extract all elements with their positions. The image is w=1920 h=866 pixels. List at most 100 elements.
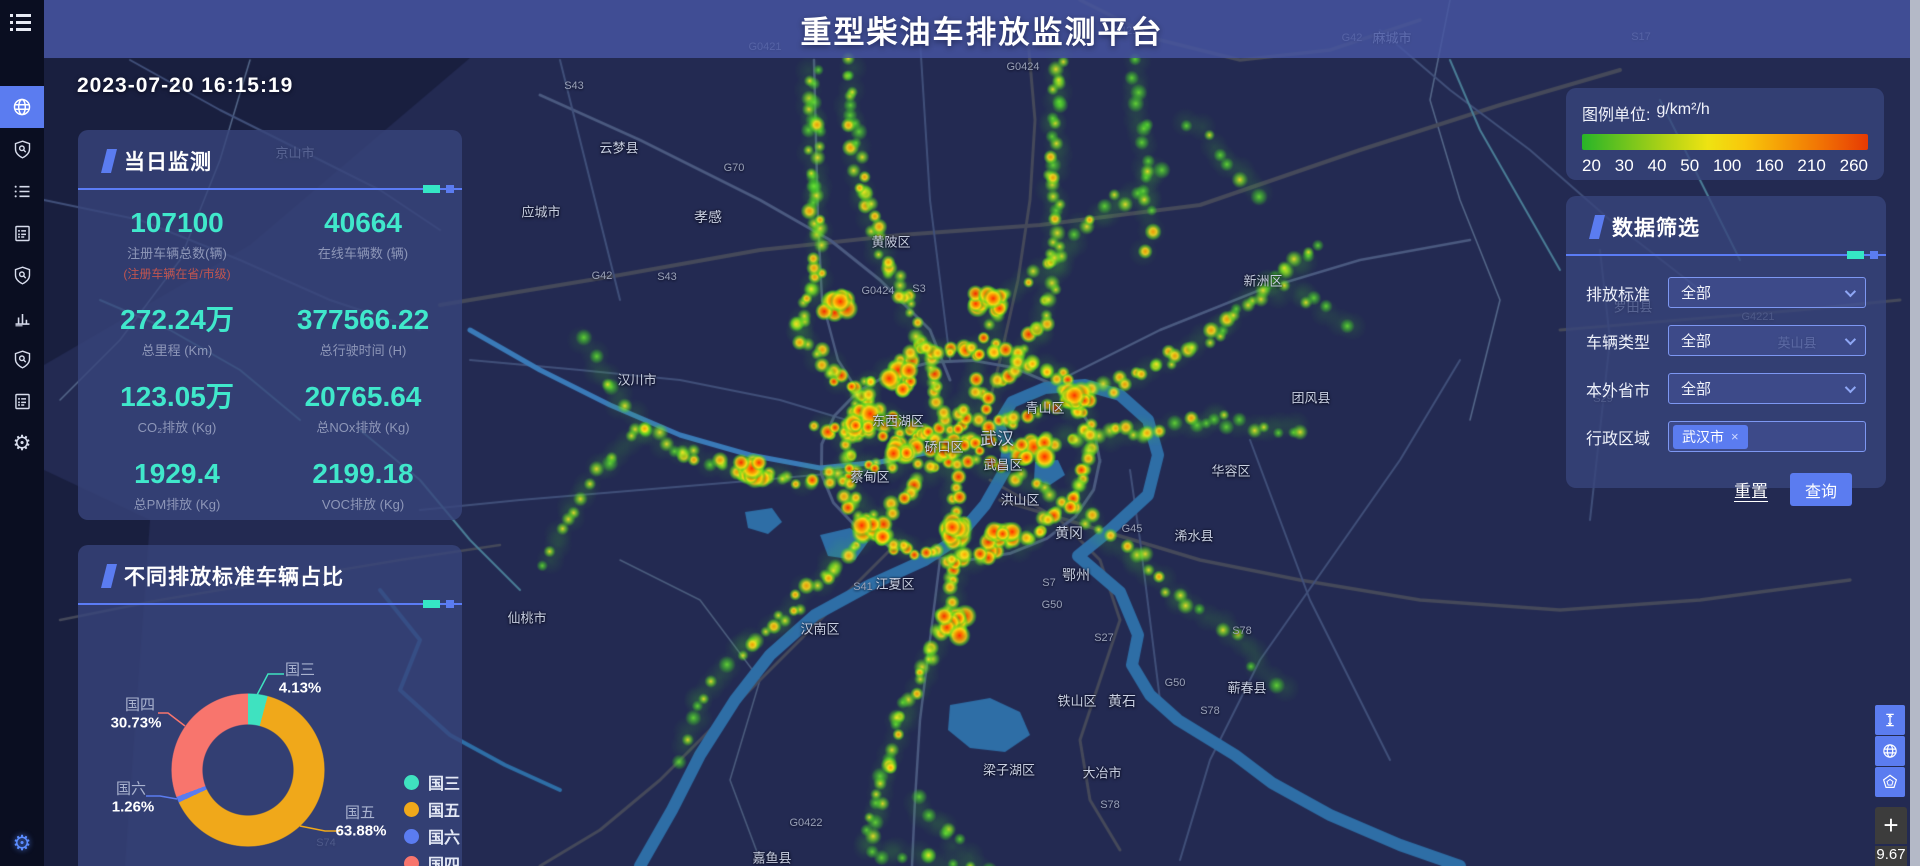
legend-tick: 160 <box>1755 156 1784 175</box>
emission-pie-panel: 不同排放标准车辆占比 国三 4.13% 国四 30.73% 国六 1.26% 国五 63.88… <box>78 545 462 866</box>
gear-icon: ⚙ <box>12 431 32 455</box>
heat-legend-panel: 图例单位: g/km²/h 20 30 40 50 100 160 210 260 <box>1566 88 1884 180</box>
tag-close-icon[interactable]: × <box>1731 429 1739 444</box>
pie-legend-item[interactable]: 国三 <box>404 770 460 794</box>
map-controls <box>1875 705 1905 797</box>
title-accent <box>101 149 117 173</box>
sidebar-item-settings gear-icon[interactable]: ⚙ <box>0 422 44 464</box>
bar-chart-icon <box>15 313 29 326</box>
legend-tick: 20 <box>1582 156 1601 175</box>
pie-legend-item[interactable]: 国四 <box>404 851 460 866</box>
globe-icon[interactable] <box>1875 736 1905 766</box>
divider <box>78 185 462 193</box>
hamburger-icon[interactable] <box>0 0 44 44</box>
stat-cell: 40664 在线车辆数 (辆) <box>270 198 456 295</box>
stat-value: 2199.18 <box>312 458 414 489</box>
stat-cell: 2199.18 VOC排放 (Kg) <box>270 449 456 526</box>
chevron-down-icon <box>1844 333 1857 346</box>
pie-callout-label: 国五 <box>344 804 376 822</box>
shield-search-icon <box>14 265 30 285</box>
legend-label: 国三 <box>428 776 461 793</box>
stats-grid: 107100 注册车辆总数(辆) (注册车辆在省/市级) 40664 在线车辆数 (辆)… <box>78 190 462 526</box>
legend-gradient-bar <box>1582 134 1868 150</box>
globe-icon <box>13 98 31 116</box>
stat-cell: 123.05万 CO₂排放 (Kg) <box>84 372 270 449</box>
stat-label: VOC排放 (Kg) <box>321 497 405 512</box>
stat-cell: 272.24万 总里程 (Km) <box>84 295 270 372</box>
legend-tick: 30 <box>1614 156 1634 175</box>
pie-callout-percent: 1.26% <box>111 798 155 816</box>
chevron-down-icon <box>1844 381 1857 394</box>
pie-legend-item[interactable]: 国六 <box>404 824 460 848</box>
divider-accent-teal <box>423 600 440 608</box>
stat-value: 40664 <box>324 207 402 238</box>
legend-label: 国四 <box>428 857 461 866</box>
stat-value: 123.05万 <box>120 381 234 412</box>
legend-tick: 50 <box>1680 156 1700 175</box>
pie-panel-title: 不同排放标准车辆占比 <box>124 566 344 589</box>
legend-swatch <box>404 855 419 866</box>
sidebar-item-monitor-3 shield-search-icon[interactable] <box>0 338 44 380</box>
pie-callout-percent: 30.73% <box>110 714 162 732</box>
vehicle-type-select[interactable]: 全部 <box>1668 325 1866 356</box>
region-tag-input[interactable]: 武汉市 × <box>1668 421 1866 452</box>
daily-panel-title: 当日监测 <box>124 151 212 174</box>
sidebar-item-report-2 document-icon[interactable] <box>0 380 44 422</box>
stat-cell: 377566.22 总行驶时间 (H) <box>270 295 456 372</box>
emission-standard-select[interactable]: 全部 <box>1668 277 1866 308</box>
field-label-emission-standard: 排放标准 <box>1586 286 1651 304</box>
divider-accent-blue <box>446 185 454 193</box>
divider-accent-teal <box>1847 251 1864 259</box>
sidebar-item-report-1 document-icon[interactable] <box>0 212 44 254</box>
stat-label: 注册车辆总数(辆) <box>127 246 227 261</box>
sidebar-item-list list-icon[interactable] <box>0 170 44 212</box>
pie-chart: 国三 4.13% 国四 30.73% 国六 1.26% 国五 63.88% 国三 国五 国六 国四 <box>78 545 462 866</box>
sidebar-item-monitor-1 shield-search-icon[interactable] <box>0 128 44 170</box>
sidebar-item-statistics bar-chart-icon[interactable] <box>0 296 44 338</box>
divider-accent-teal <box>423 185 440 193</box>
scrollbar[interactable] <box>1910 0 1920 866</box>
shield-search-icon <box>14 349 30 369</box>
legend-title: 图例单位: <box>1582 107 1651 124</box>
sidebar: ⚙ ⚙ <box>0 0 44 866</box>
legend-ticks: 20 30 40 50 100 160 210 260 <box>1582 156 1868 176</box>
legend-swatch <box>404 774 419 790</box>
emission-donut-chart[interactable] <box>171 693 325 847</box>
query-button[interactable]: 查询 <box>1790 473 1852 506</box>
divider <box>78 600 462 608</box>
bottom-gear-icon[interactable]: ⚙ <box>12 831 32 855</box>
legend-swatch <box>404 801 419 817</box>
field-label-region: 行政区域 <box>1586 430 1651 448</box>
title-accent <box>1589 215 1605 239</box>
pie-legend-item[interactable]: 国五 <box>404 797 460 821</box>
pie-callout-percent: 4.13% <box>278 679 322 697</box>
province-select[interactable]: 全部 <box>1668 373 1866 404</box>
legend-unit: g/km²/h <box>1656 101 1710 118</box>
legend-tick: 100 <box>1713 156 1742 175</box>
field-label-province: 本外省市 <box>1586 382 1651 400</box>
clock: 2023-07-20 16:15:19 <box>77 74 294 97</box>
stat-value: 272.24万 <box>120 304 234 335</box>
list-icon <box>14 185 29 197</box>
pie-callout-percent: 63.88% <box>335 822 387 840</box>
sidebar-item-map globe-icon[interactable] <box>0 86 44 128</box>
reset-button[interactable]: 重置 <box>1734 482 1768 501</box>
measure-icon[interactable] <box>1875 705 1905 735</box>
sidebar-item-monitor-2 shield-search-icon[interactable] <box>0 254 44 296</box>
polygon-icon[interactable] <box>1875 767 1905 797</box>
stat-label: 总PM排放 (Kg) <box>133 497 221 512</box>
document-icon <box>14 393 30 409</box>
stat-value: 1929.4 <box>134 458 220 489</box>
stat-value: 20765.64 <box>304 381 422 412</box>
stat-note: (注册车辆在省/市级) <box>123 267 231 281</box>
zoom-level: 9.67 <box>1875 846 1907 866</box>
divider-accent-blue <box>1870 251 1878 259</box>
legend-label: 国六 <box>428 830 461 847</box>
region-tag: 武汉市 × <box>1673 424 1748 449</box>
pie-callout-label: 国六 <box>115 780 147 798</box>
legend-tick: 40 <box>1647 156 1667 175</box>
stat-value: 107100 <box>130 207 224 238</box>
stat-label: 在线车辆数 (辆) <box>317 246 409 261</box>
legend-tick: 260 <box>1839 156 1868 175</box>
zoom-in-button[interactable]: + <box>1875 807 1907 844</box>
